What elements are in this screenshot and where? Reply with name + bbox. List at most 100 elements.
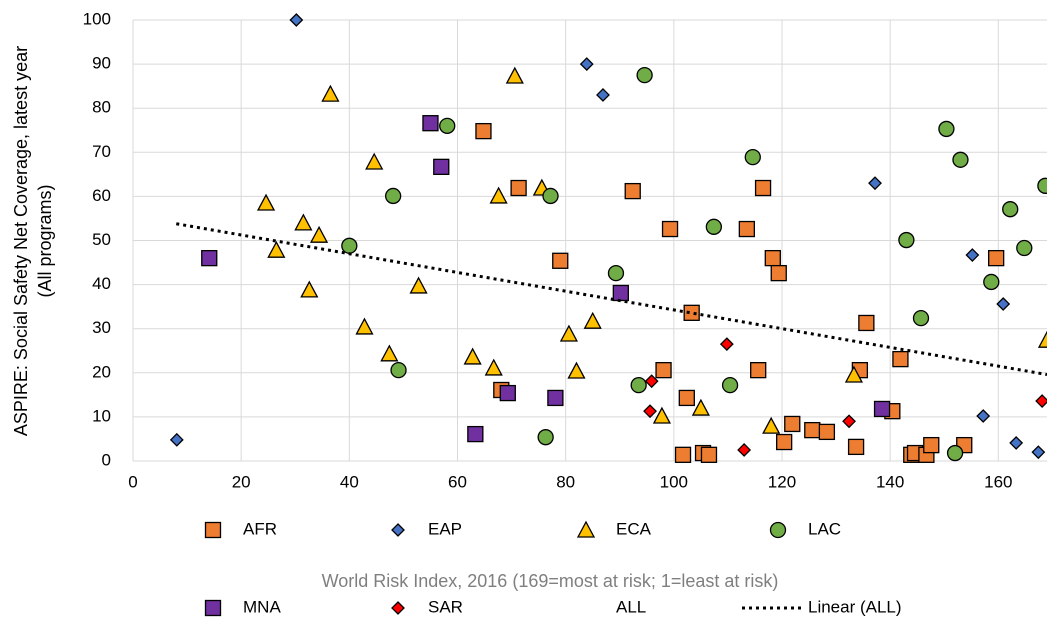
marker (912, 309, 930, 327)
marker (499, 384, 516, 402)
marker (988, 249, 1005, 267)
y-axis-title: ASPIRE: Social Safety Net Coverage, late… (11, 46, 31, 436)
legend-label: SAR (428, 597, 463, 616)
marker (612, 284, 629, 302)
marker (652, 406, 672, 424)
y-tick-label: 90 (92, 54, 111, 73)
legend-marker (391, 523, 405, 537)
y-tick-label: 0 (102, 450, 111, 469)
marker (868, 176, 882, 191)
marker (842, 414, 856, 429)
marker (596, 88, 610, 102)
marker (738, 220, 755, 238)
marker (923, 436, 940, 454)
legend-marker (204, 521, 222, 539)
marker (201, 249, 218, 267)
marker (300, 280, 319, 298)
marker (1016, 239, 1033, 257)
marker (267, 240, 286, 258)
x-tick-label: 80 (556, 472, 575, 491)
legend-marker (576, 520, 596, 538)
marker (661, 220, 679, 238)
legend-marker (769, 521, 787, 539)
y-tick-label: 80 (92, 98, 111, 117)
marker (946, 444, 964, 462)
marker (678, 389, 695, 407)
marker (390, 362, 407, 379)
y-tick-label: 50 (92, 230, 111, 249)
legend-marker (391, 601, 405, 615)
marker (1037, 330, 1047, 348)
y-tick-label: 70 (92, 142, 111, 161)
marker (355, 317, 374, 335)
marker (764, 249, 781, 267)
marker (644, 374, 659, 389)
y-tick-label: 30 (92, 318, 111, 337)
marker (484, 358, 503, 376)
marker (762, 416, 781, 434)
marker (754, 179, 772, 197)
marker (321, 84, 340, 102)
marker (309, 225, 329, 243)
marker (1037, 177, 1047, 194)
legend-label: ALL (616, 597, 646, 616)
marker (705, 218, 722, 235)
x-tick-label: 100 (660, 472, 688, 491)
marker (475, 122, 492, 140)
legend-label: AFR (243, 519, 277, 538)
marker (542, 187, 559, 205)
axes: 0 10 20 30 40 50 60 70 80 90 100 0 20 40 60 80 100 120 140… (83, 9, 1047, 491)
marker (844, 365, 864, 383)
legend: AFR EAP ECA LAC MNA SAR ALL Linear (ALL) (204, 519, 902, 617)
legend-label: Linear (ALL) (808, 597, 902, 616)
marker (965, 248, 980, 262)
marker (256, 193, 276, 211)
marker (422, 115, 439, 132)
marker (744, 149, 761, 166)
marker (737, 443, 752, 457)
marker (607, 264, 625, 282)
marker (433, 158, 450, 176)
y-tick-label: 20 (92, 362, 111, 381)
marker (294, 213, 313, 231)
marker (983, 273, 1000, 291)
marker (547, 389, 564, 407)
trendline (176, 222, 1047, 377)
marker (721, 376, 739, 394)
legend-marker (204, 599, 222, 617)
marker (365, 152, 384, 170)
marker (996, 297, 1011, 311)
plot-area (169, 13, 1047, 463)
marker (691, 398, 710, 416)
marker (289, 13, 304, 27)
marker (467, 425, 484, 443)
marker (858, 314, 875, 332)
marker (873, 400, 891, 418)
marker (636, 66, 653, 84)
marker (700, 446, 718, 463)
marker (624, 182, 641, 200)
marker (579, 57, 594, 72)
marker (1031, 445, 1046, 460)
marker (630, 376, 647, 394)
marker (583, 311, 602, 329)
marker (1002, 201, 1019, 218)
marker (818, 423, 836, 441)
marker (537, 429, 554, 446)
marker (1009, 435, 1024, 450)
marker (784, 415, 801, 433)
marker (683, 304, 700, 321)
y-tick-label: 40 (92, 274, 111, 293)
marker (655, 362, 672, 379)
marker (847, 438, 865, 456)
marker (804, 421, 821, 439)
legend-label: EAP (428, 519, 462, 538)
marker (770, 264, 787, 282)
marker (552, 252, 569, 269)
marker (463, 347, 482, 365)
marker (505, 66, 524, 84)
marker (898, 231, 915, 249)
x-tick-label: 60 (448, 472, 467, 491)
marker (439, 117, 456, 134)
marker (380, 344, 399, 362)
